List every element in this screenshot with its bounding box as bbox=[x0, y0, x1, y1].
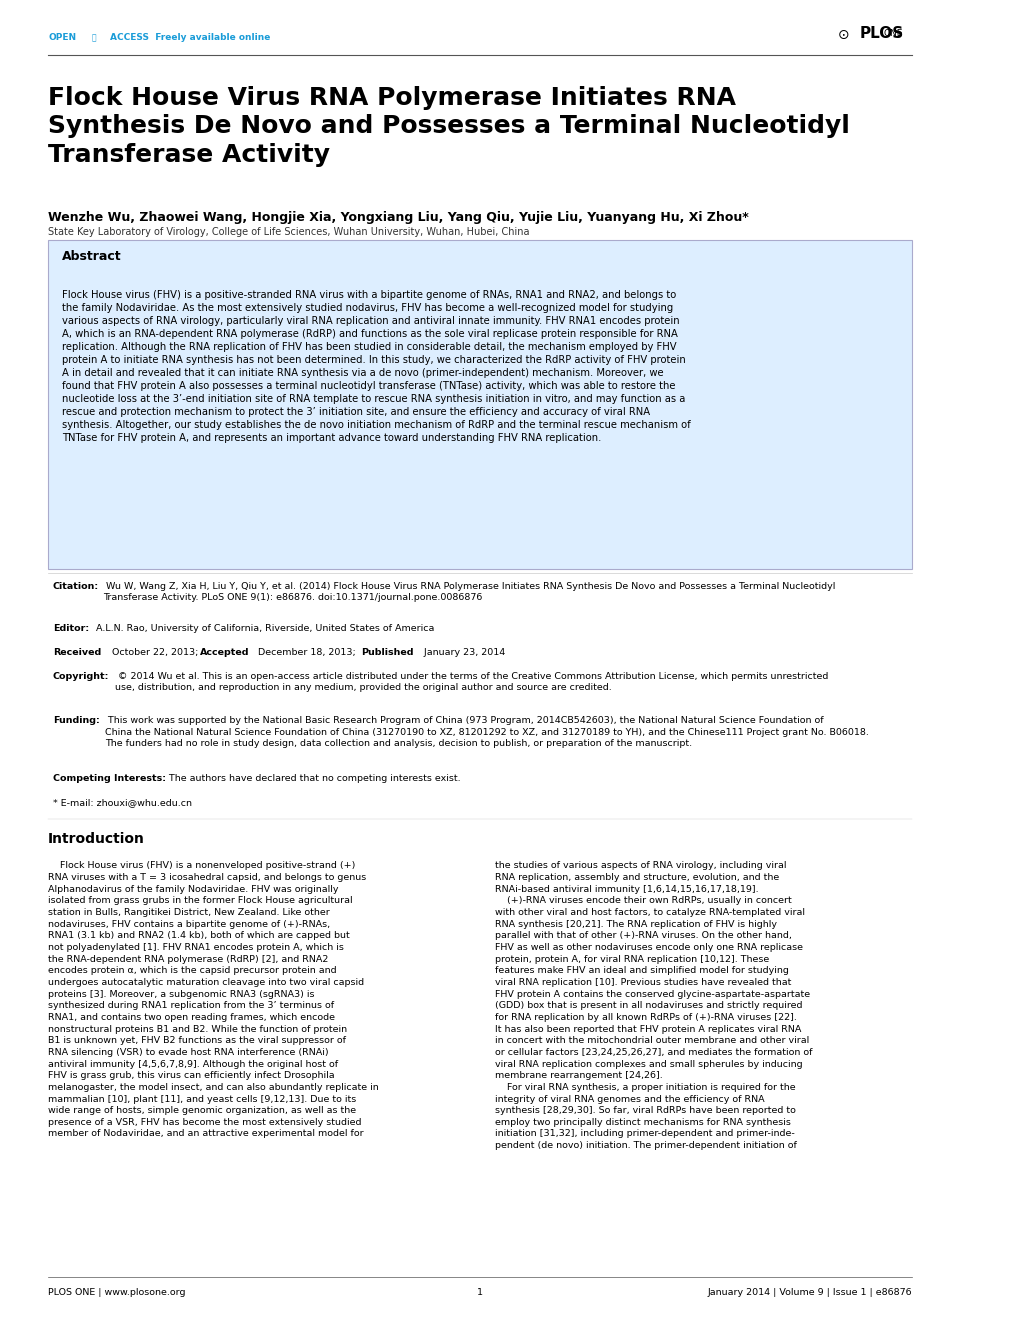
Text: Wenzhe Wu, Zhaowei Wang, Hongjie Xia, Yongxiang Liu, Yang Qiu, Yujie Liu, Yuanya: Wenzhe Wu, Zhaowei Wang, Hongjie Xia, Yo… bbox=[48, 211, 748, 224]
Text: Copyright:: Copyright: bbox=[53, 672, 109, 681]
Text: ONE: ONE bbox=[882, 29, 902, 38]
Text: the studies of various aspects of RNA virology, including viral
RNA replication,: the studies of various aspects of RNA vi… bbox=[494, 861, 811, 1150]
Text: Funding:: Funding: bbox=[53, 716, 100, 726]
Text: December 18, 2013;: December 18, 2013; bbox=[255, 648, 359, 657]
Text: ⊙: ⊙ bbox=[837, 28, 848, 42]
Text: Accepted: Accepted bbox=[200, 648, 249, 657]
Text: Flock House virus (FHV) is a positive-stranded RNA virus with a bipartite genome: Flock House virus (FHV) is a positive-st… bbox=[62, 290, 691, 444]
Text: © 2014 Wu et al. This is an open-access article distributed under the terms of t: © 2014 Wu et al. This is an open-access … bbox=[115, 672, 827, 691]
Text: Competing Interests:: Competing Interests: bbox=[53, 774, 166, 784]
Text: January 2014 | Volume 9 | Issue 1 | e86876: January 2014 | Volume 9 | Issue 1 | e868… bbox=[707, 1288, 912, 1297]
Text: January 23, 2014: January 23, 2014 bbox=[420, 648, 504, 657]
Text: PLOS ONE | www.plosone.org: PLOS ONE | www.plosone.org bbox=[48, 1288, 185, 1297]
Text: 🔓: 🔓 bbox=[91, 33, 96, 42]
Text: Editor:: Editor: bbox=[53, 624, 89, 633]
Text: A.L.N. Rao, University of California, Riverside, United States of America: A.L.N. Rao, University of California, Ri… bbox=[93, 624, 434, 633]
FancyBboxPatch shape bbox=[48, 240, 912, 569]
Text: Flock House virus (FHV) is a nonenveloped positive-strand (+)
RNA viruses with a: Flock House virus (FHV) is a nonenvelope… bbox=[48, 861, 378, 1138]
Text: 1: 1 bbox=[477, 1288, 483, 1297]
Text: * E-mail: zhouxi@whu.edu.cn: * E-mail: zhouxi@whu.edu.cn bbox=[53, 798, 192, 807]
Text: OPEN: OPEN bbox=[48, 33, 76, 42]
Text: This work was supported by the National Basic Research Program of China (973 Pro: This work was supported by the National … bbox=[105, 716, 868, 748]
Text: Citation:: Citation: bbox=[53, 582, 99, 591]
Text: Wu W, Wang Z, Xia H, Liu Y, Qiu Y, et al. (2014) Flock House Virus RNA Polymeras: Wu W, Wang Z, Xia H, Liu Y, Qiu Y, et al… bbox=[103, 582, 835, 602]
Text: Introduction: Introduction bbox=[48, 832, 145, 847]
Text: Published: Published bbox=[361, 648, 414, 657]
Text: Received: Received bbox=[53, 648, 101, 657]
Text: Flock House Virus RNA Polymerase Initiates RNA
Synthesis De Novo and Possesses a: Flock House Virus RNA Polymerase Initiat… bbox=[48, 86, 849, 167]
Text: October 22, 2013;: October 22, 2013; bbox=[108, 648, 201, 657]
Text: Abstract: Abstract bbox=[62, 250, 122, 263]
Text: ACCESS  Freely available online: ACCESS Freely available online bbox=[110, 33, 271, 42]
Text: The authors have declared that no competing interests exist.: The authors have declared that no compet… bbox=[166, 774, 461, 784]
Text: PLOS: PLOS bbox=[859, 26, 903, 41]
Text: State Key Laboratory of Virology, College of Life Sciences, Wuhan University, Wu: State Key Laboratory of Virology, Colleg… bbox=[48, 227, 529, 237]
